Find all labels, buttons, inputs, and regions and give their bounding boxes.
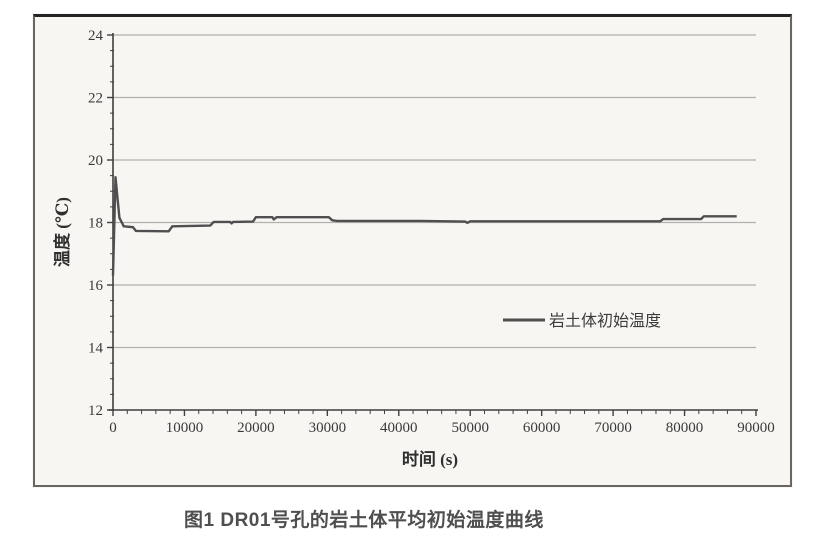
x-tick-label: 60000 (523, 420, 561, 436)
x-tick-label: 10000 (166, 420, 204, 436)
x-tick-label: 0 (109, 420, 117, 436)
y-tick-label: 12 (88, 403, 103, 419)
y-tick-label: 14 (88, 341, 104, 357)
y-tick-label: 22 (88, 91, 103, 107)
x-tick-label: 70000 (594, 420, 632, 436)
y-tick-label: 24 (88, 28, 104, 44)
x-tick-label: 80000 (666, 420, 704, 436)
figure-frame: 12 14 16 18 20 22 24 0 10000 20000 30000 40000 50000… (33, 14, 792, 487)
x-tick-label: 50000 (451, 420, 489, 436)
legend: 岩土体初始温度 (503, 312, 661, 330)
y-tick-label: 16 (88, 278, 104, 294)
x-axis-title: 时间 (s) (402, 449, 458, 469)
legend-label: 岩土体初始温度 (549, 312, 661, 330)
y-gridlines (113, 34, 756, 349)
x-ticks: 0 10000 20000 30000 40000 50000 60000 70000 8000… (109, 410, 775, 436)
temperature-chart: 12 14 16 18 20 22 24 0 10000 20000 30000 40000 50000… (52, 28, 775, 469)
temperature-series-line (111, 175, 737, 276)
x-tick-label: 90000 (737, 420, 775, 436)
y-tick-label: 20 (88, 153, 103, 169)
y-ticks: 12 14 16 18 20 22 24 (88, 28, 114, 419)
figure-caption: 图1 DR01号孔的岩土体平均初始温度曲线 (184, 510, 544, 531)
x-tick-label: 30000 (309, 420, 347, 436)
x-tick-label: 40000 (380, 420, 418, 436)
y-tick-label: 18 (88, 216, 103, 232)
y-axis-title: 温度 (℃) (52, 197, 72, 267)
x-tick-label: 20000 (237, 420, 275, 436)
